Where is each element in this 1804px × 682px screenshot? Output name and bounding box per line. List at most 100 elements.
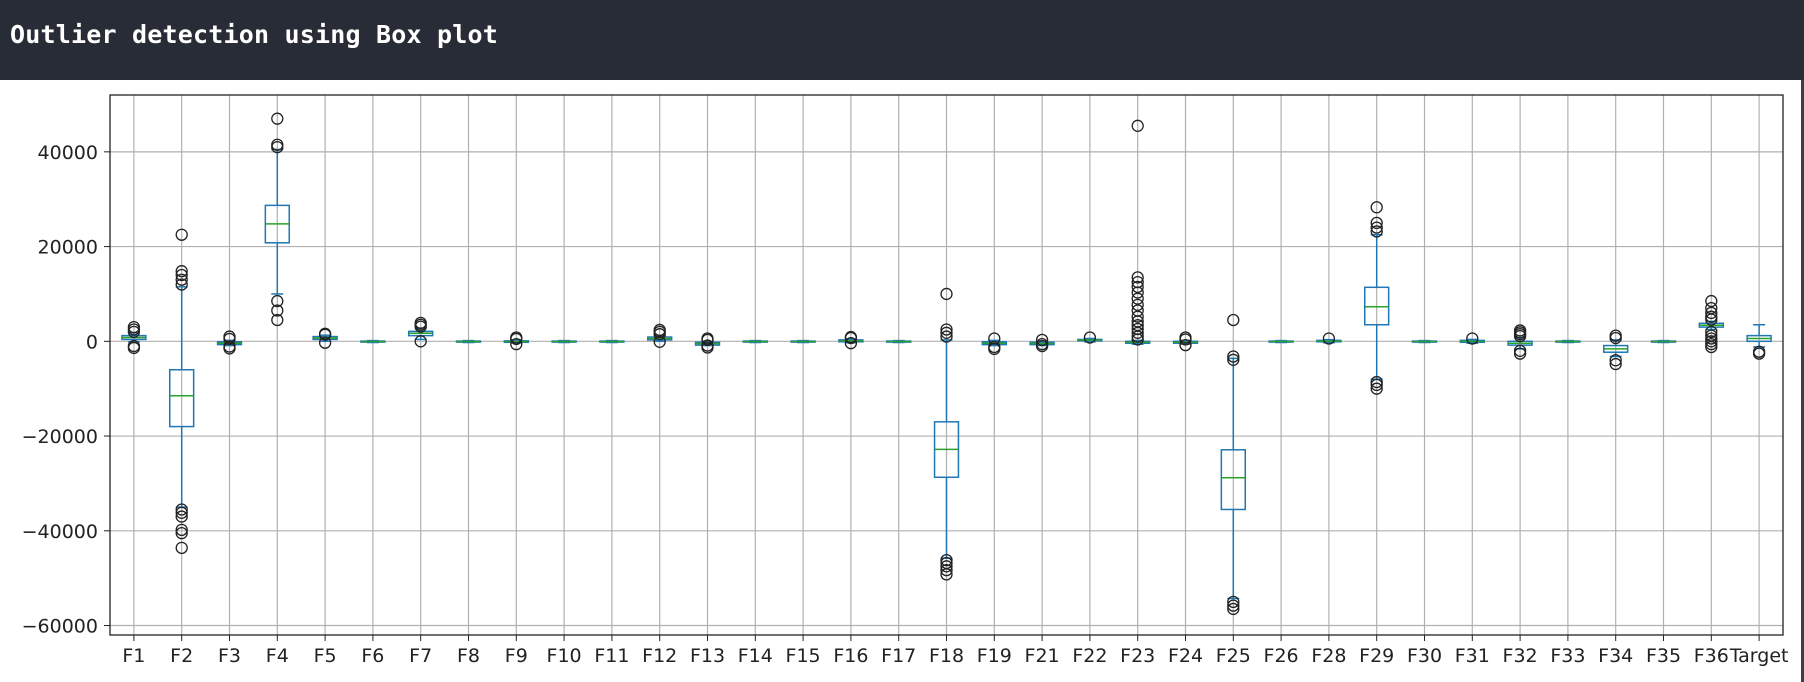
- outlier-point: [1609, 354, 1622, 367]
- outlier-point: [940, 563, 953, 577]
- box-F35: [1650, 339, 1677, 344]
- outlier-point: [1370, 375, 1383, 389]
- box-F31: [1459, 332, 1485, 345]
- outlier-point: [701, 339, 714, 352]
- x-tick-label: F24: [1168, 645, 1203, 667]
- outlier-point: [1705, 302, 1718, 315]
- outlier-point: [1370, 382, 1383, 395]
- box-F29: [1364, 201, 1390, 395]
- outlier-point: [175, 541, 188, 554]
- outlier-point: [1227, 602, 1240, 616]
- outlier-point: [1131, 275, 1144, 289]
- outlier-point: [988, 332, 1001, 345]
- box-F36: [1698, 294, 1724, 354]
- box-F16: [838, 330, 864, 350]
- box-F33: [1555, 339, 1581, 344]
- outlier-point: [1227, 350, 1240, 363]
- outlier-point: [175, 273, 188, 286]
- outlier-point: [1752, 345, 1766, 358]
- box-F4: [264, 112, 291, 327]
- x-tick-label: F21: [1025, 645, 1060, 667]
- outlier-point: [223, 340, 236, 353]
- iqr-box: [169, 368, 195, 428]
- outlier-point: [1609, 329, 1622, 342]
- x-tick-label: F34: [1598, 645, 1633, 667]
- x-tick-label: F16: [833, 645, 868, 667]
- box-F15: [790, 339, 816, 344]
- x-tick-label: F5: [314, 645, 337, 667]
- outlier-point: [1513, 324, 1527, 337]
- box-F24: [1172, 331, 1199, 352]
- box-F17: [886, 339, 912, 344]
- x-tick-label: F35: [1646, 645, 1681, 667]
- outlier-point: [1322, 332, 1336, 345]
- box-F28: [1316, 332, 1342, 345]
- outlier-point: [271, 304, 284, 317]
- x-tick-label: F19: [977, 645, 1012, 667]
- outlier-point: [988, 340, 1001, 354]
- y-tick-label: −60000: [22, 616, 98, 638]
- outlier-point: [1131, 271, 1144, 284]
- outlier-point: [175, 228, 188, 241]
- outlier-point: [1035, 333, 1049, 347]
- x-tick-label: Target: [1729, 645, 1789, 667]
- box-F8: [455, 339, 482, 344]
- outlier-point: [844, 337, 858, 350]
- outlier-point: [1131, 280, 1144, 293]
- outlier-point: [271, 112, 284, 125]
- outlier-point: [1705, 335, 1718, 348]
- outlier-point: [1131, 304, 1144, 317]
- outlier-point: [1227, 353, 1240, 366]
- outlier-point: [653, 335, 666, 348]
- outlier-point: [1035, 338, 1049, 351]
- outlier-point: [175, 523, 188, 536]
- y-tick-label: 20000: [38, 237, 98, 259]
- x-tick-label: F3: [218, 645, 241, 667]
- box-F19: [981, 332, 1007, 356]
- outlier-point: [1370, 221, 1383, 234]
- x-tick-label: F14: [738, 645, 773, 667]
- outlier-point: [1131, 119, 1144, 132]
- boxes: [121, 112, 1772, 616]
- box-F13: [694, 332, 721, 354]
- outlier-point: [844, 330, 858, 344]
- y-tick-label: 40000: [38, 142, 98, 164]
- outlier-point: [1609, 357, 1622, 371]
- box-F12: [647, 323, 673, 348]
- outlier-point: [1131, 298, 1144, 311]
- outlier-point: [1131, 310, 1144, 323]
- x-tick-label: F2: [170, 645, 193, 667]
- outlier-point: [1227, 595, 1240, 608]
- outlier-point: [271, 313, 284, 327]
- outlier-point: [701, 332, 714, 345]
- x-tick-label: F22: [1072, 645, 1107, 667]
- box-F34: [1603, 329, 1629, 371]
- x-tick-label: F29: [1359, 645, 1394, 667]
- x-tick-label: F11: [594, 645, 629, 667]
- outlier-point: [271, 294, 284, 308]
- outlier-point: [414, 335, 427, 348]
- x-tick-label: F8: [457, 645, 480, 667]
- outlier-point: [1705, 306, 1718, 320]
- outlier-point: [1227, 313, 1240, 327]
- box-F25: [1220, 313, 1246, 616]
- x-tick-label: F1: [122, 645, 145, 667]
- box-F18: [933, 287, 960, 581]
- outlier-point: [414, 316, 427, 329]
- x-tick-label: F9: [505, 645, 528, 667]
- outlier-point: [1705, 294, 1718, 308]
- outlier-point: [175, 503, 188, 516]
- x-tick-label: F33: [1550, 645, 1585, 667]
- outlier-point: [510, 331, 523, 344]
- x-tick-label: F32: [1503, 645, 1538, 667]
- x-tick-label: F26: [1264, 645, 1299, 667]
- outlier-point: [940, 556, 953, 570]
- outlier-point: [175, 265, 188, 278]
- x-tick-label: F31: [1455, 645, 1490, 667]
- outlier-point: [940, 323, 953, 336]
- box-plot-chart: −60000 −40000 −20000 0 20000 40000 F1 F2 F3 F4 F5 F…: [22, 94, 1789, 667]
- box-F11: [599, 339, 625, 344]
- box-F6: [360, 339, 386, 344]
- box-F2: [169, 228, 195, 554]
- x-tick-label: F12: [642, 645, 677, 667]
